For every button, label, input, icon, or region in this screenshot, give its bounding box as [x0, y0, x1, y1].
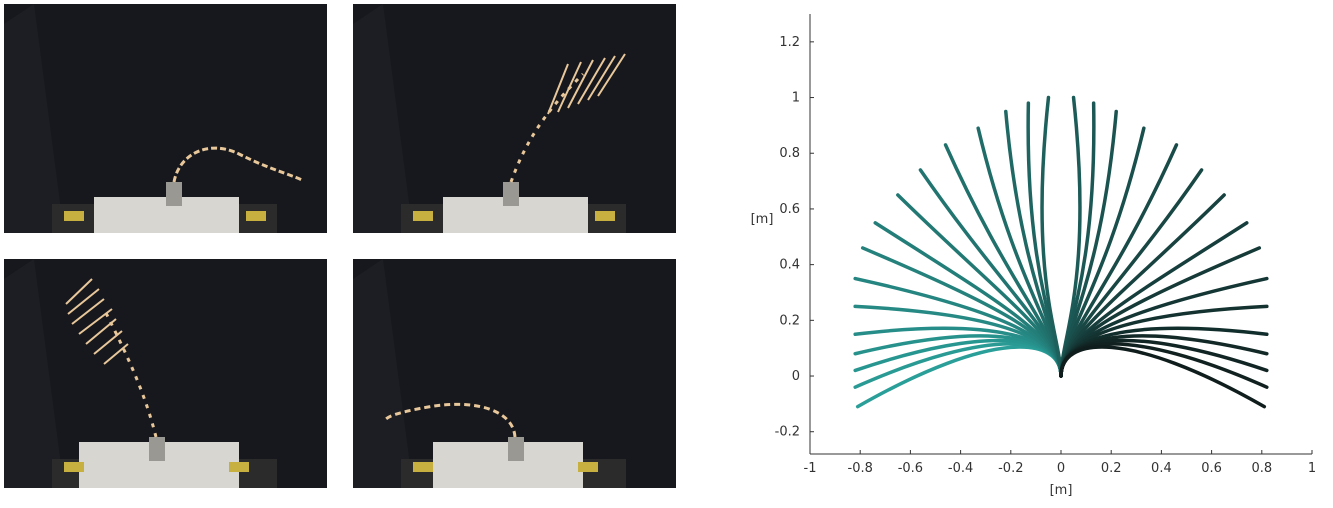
x-tick-label: 1 [1308, 461, 1316, 476]
photo-trial-3 [4, 259, 327, 488]
y-tick-label: 1.2 [779, 35, 800, 50]
series-line [1059, 342, 1269, 389]
series-curves [853, 95, 1269, 409]
x-tick-label: -0.2 [998, 461, 1023, 476]
y-tick-label: 0.2 [779, 313, 800, 328]
x-tick-label: -0.6 [898, 461, 923, 476]
x-axis-label: [m] [1050, 483, 1073, 498]
photo-trial-1 [4, 4, 327, 233]
x-ticks: -1 -0.8 -0.6 -0.4 -0.2 0 0.2 0.4 0.6 0.8 1 [804, 450, 1316, 476]
x-tick-label: 0.4 [1151, 461, 1172, 476]
series-line [855, 345, 1063, 409]
y-axis-label: [m] [751, 212, 774, 227]
y-tick-label: 0 [792, 369, 800, 384]
y-tick-label: -0.2 [775, 425, 800, 440]
x-tick-label: -1 [804, 461, 817, 476]
y-tick-label: 0.8 [779, 146, 800, 161]
y-tick-label: 0.4 [779, 258, 800, 273]
photo-trial-4 [353, 259, 676, 488]
x-tick-label: 0 [1057, 461, 1065, 476]
x-tick-label: 0.6 [1201, 461, 1222, 476]
trajectory-chart: -1 -0.8 -0.6 -0.4 -0.2 0 0.2 0.4 0.6 0.8 1 -0.2 0 0.… [751, 14, 1316, 498]
photo-trial-2 [353, 4, 676, 233]
y-tick-label: 1 [792, 91, 800, 106]
y-tick-label: 0.6 [779, 202, 800, 217]
series-line [853, 342, 1063, 389]
x-tick-label: 0.8 [1251, 461, 1272, 476]
series-line [1040, 95, 1063, 378]
x-tick-label: -0.4 [948, 461, 973, 476]
x-tick-label: 0.2 [1101, 461, 1122, 476]
series-line [1059, 345, 1267, 409]
x-tick-label: -0.8 [848, 461, 873, 476]
y-ticks: -0.2 0 0.2 0.4 0.6 0.8 1 1.2 [775, 35, 814, 440]
